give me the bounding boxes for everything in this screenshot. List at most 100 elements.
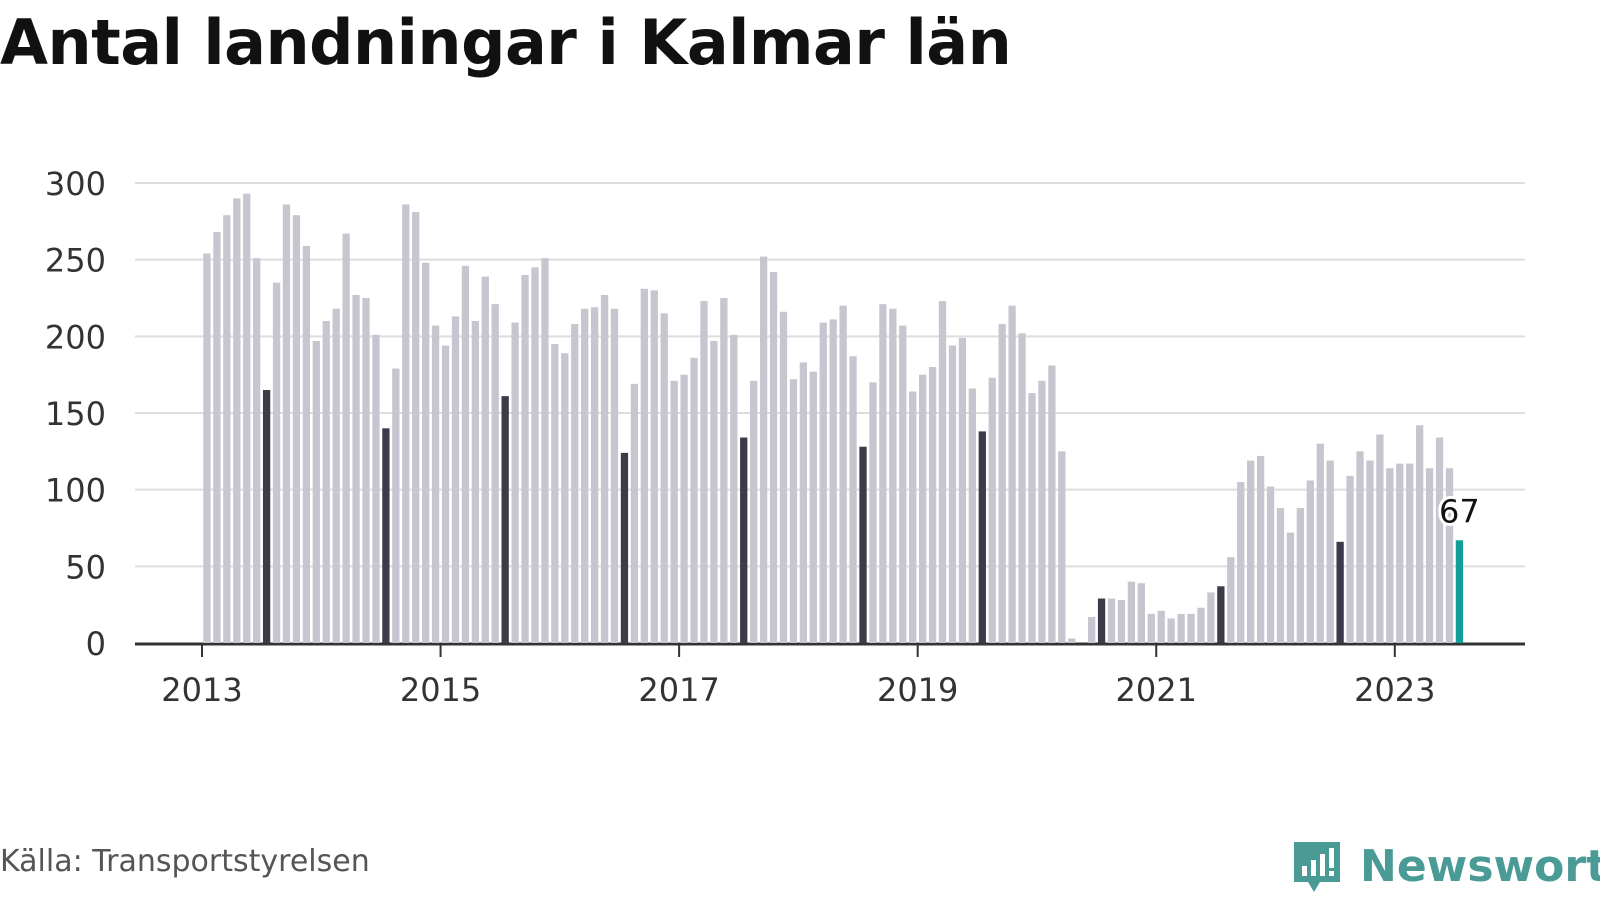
bar — [1356, 451, 1364, 643]
bar — [1197, 607, 1205, 643]
bar — [919, 374, 927, 643]
bar — [839, 305, 847, 643]
bar — [988, 377, 996, 643]
bar — [740, 437, 748, 643]
bar — [849, 356, 857, 643]
bar — [1227, 557, 1235, 643]
bar — [422, 262, 430, 643]
bar — [203, 253, 211, 644]
data-label-latest: 67 — [1439, 492, 1480, 530]
bar — [958, 337, 967, 643]
bar — [750, 380, 758, 643]
bar — [1366, 460, 1374, 643]
newsworthy-logo-icon — [1294, 842, 1340, 892]
bar — [352, 294, 360, 643]
bar — [1376, 434, 1384, 643]
x-tick-label: 2019 — [877, 671, 958, 709]
bar — [541, 258, 549, 643]
bar — [998, 324, 1006, 643]
bar — [312, 340, 320, 643]
bar — [551, 344, 559, 643]
y-tick-label: 100 — [45, 472, 106, 510]
bar — [1117, 600, 1126, 643]
bar — [1087, 616, 1096, 643]
y-tick-label: 250 — [45, 242, 106, 280]
bar — [630, 383, 639, 643]
bar — [590, 307, 599, 643]
bar — [451, 316, 460, 643]
bar — [322, 321, 330, 643]
bar — [511, 322, 519, 643]
bar — [501, 396, 509, 643]
brand-logo[interactable]: Newsworthy — [1290, 838, 1600, 894]
bar — [759, 256, 768, 643]
bar — [1386, 468, 1394, 643]
bar — [1207, 592, 1215, 643]
bar — [1256, 455, 1265, 643]
x-tick-label: 2023 — [1354, 671, 1435, 709]
bar — [690, 357, 698, 643]
bar — [1048, 365, 1056, 643]
bar — [272, 282, 281, 643]
source-note: Källa: Transportstyrelsen — [0, 844, 370, 879]
bar — [1157, 610, 1165, 643]
brand-name: Newsworthy — [1360, 840, 1600, 892]
bar — [412, 212, 420, 643]
bar — [1306, 480, 1314, 643]
bar — [262, 390, 271, 643]
bar — [938, 301, 947, 643]
x-tick-label: 2021 — [1116, 671, 1197, 709]
x-tick-label: 2017 — [638, 671, 719, 709]
bar — [382, 428, 390, 643]
bar — [1266, 486, 1275, 643]
bar — [660, 313, 668, 643]
bar — [640, 288, 648, 643]
bar — [1276, 508, 1285, 643]
bar — [799, 362, 808, 643]
bar — [292, 215, 301, 643]
bar — [243, 193, 251, 643]
bar — [948, 345, 957, 643]
bar — [1247, 460, 1255, 643]
bar — [1435, 437, 1444, 643]
y-tick-label: 0 — [86, 625, 106, 663]
bar — [620, 452, 629, 643]
bar — [1177, 613, 1185, 643]
bar — [1396, 463, 1404, 643]
bar — [441, 345, 450, 643]
bar — [968, 388, 976, 643]
bar — [342, 233, 350, 643]
bar — [531, 267, 539, 643]
x-axis-ticks: 2013 2015 2017 2019 2021 2023 — [161, 645, 1436, 709]
bar — [302, 245, 311, 643]
bar — [829, 319, 837, 643]
bar — [1326, 460, 1334, 643]
bar — [213, 232, 221, 644]
bar — [1316, 443, 1324, 643]
bar — [481, 276, 489, 643]
bar — [1068, 638, 1076, 643]
bar — [561, 353, 569, 643]
bar — [521, 275, 529, 643]
x-tick-label: 2015 — [400, 671, 481, 709]
bar — [1058, 451, 1066, 643]
bar — [233, 198, 241, 644]
bar — [581, 308, 589, 643]
bar — [1217, 586, 1225, 643]
bar — [1346, 475, 1354, 643]
page-title: Antal landningar i Kalmar län — [0, 6, 1012, 79]
bar — [899, 325, 907, 643]
bar — [1445, 468, 1454, 643]
bar — [402, 204, 410, 643]
bar — [730, 334, 738, 643]
bar — [1237, 482, 1245, 643]
bar — [1416, 425, 1424, 643]
bar — [1296, 508, 1305, 643]
y-tick-label: 300 — [45, 165, 106, 203]
bar — [1425, 468, 1434, 643]
bar — [253, 258, 261, 643]
bar — [879, 304, 887, 643]
bar — [680, 374, 688, 643]
bar — [1286, 532, 1295, 643]
